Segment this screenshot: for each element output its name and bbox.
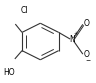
Text: Cl: Cl	[21, 6, 29, 15]
Text: +: +	[73, 31, 77, 36]
Text: O: O	[84, 19, 90, 28]
Text: HO: HO	[3, 68, 14, 77]
Text: −: −	[85, 58, 90, 63]
Text: N: N	[70, 35, 75, 44]
Text: O: O	[84, 50, 90, 59]
